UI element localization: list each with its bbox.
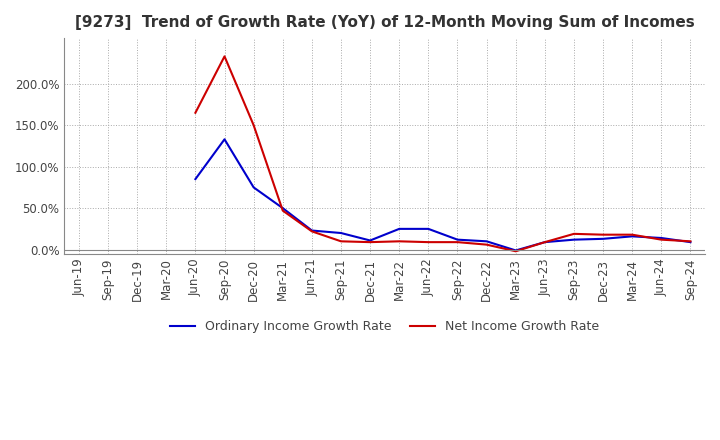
Ordinary Income Growth Rate — [628, 234, 636, 239]
Net Income Growth Rate — [395, 238, 404, 244]
Net Income Growth Rate — [279, 208, 287, 213]
Net Income Growth Rate — [424, 239, 433, 245]
Ordinary Income Growth Rate — [541, 239, 549, 245]
Ordinary Income Growth Rate — [482, 238, 491, 244]
Ordinary Income Growth Rate — [249, 185, 258, 190]
Ordinary Income Growth Rate — [279, 205, 287, 211]
Ordinary Income Growth Rate — [366, 238, 374, 243]
Legend: Ordinary Income Growth Rate, Net Income Growth Rate: Ordinary Income Growth Rate, Net Income … — [165, 315, 604, 338]
Ordinary Income Growth Rate — [570, 237, 578, 242]
Net Income Growth Rate — [307, 229, 316, 234]
Net Income Growth Rate — [541, 239, 549, 245]
Net Income Growth Rate — [511, 249, 520, 254]
Ordinary Income Growth Rate — [686, 239, 695, 245]
Net Income Growth Rate — [570, 231, 578, 236]
Net Income Growth Rate — [337, 238, 346, 244]
Ordinary Income Growth Rate — [657, 235, 666, 241]
Ordinary Income Growth Rate — [191, 176, 199, 182]
Ordinary Income Growth Rate — [511, 248, 520, 253]
Line: Net Income Growth Rate: Net Income Growth Rate — [195, 56, 690, 251]
Net Income Growth Rate — [482, 242, 491, 247]
Net Income Growth Rate — [453, 239, 462, 245]
Net Income Growth Rate — [366, 239, 374, 245]
Net Income Growth Rate — [249, 123, 258, 128]
Ordinary Income Growth Rate — [307, 228, 316, 233]
Net Income Growth Rate — [220, 54, 229, 59]
Ordinary Income Growth Rate — [337, 231, 346, 236]
Ordinary Income Growth Rate — [453, 237, 462, 242]
Net Income Growth Rate — [657, 237, 666, 242]
Ordinary Income Growth Rate — [599, 236, 608, 242]
Net Income Growth Rate — [628, 232, 636, 237]
Net Income Growth Rate — [191, 110, 199, 115]
Net Income Growth Rate — [686, 238, 695, 244]
Ordinary Income Growth Rate — [220, 137, 229, 142]
Ordinary Income Growth Rate — [424, 226, 433, 231]
Title: [9273]  Trend of Growth Rate (YoY) of 12-Month Moving Sum of Incomes: [9273] Trend of Growth Rate (YoY) of 12-… — [75, 15, 695, 30]
Line: Ordinary Income Growth Rate: Ordinary Income Growth Rate — [195, 139, 690, 250]
Ordinary Income Growth Rate — [395, 226, 404, 231]
Net Income Growth Rate — [599, 232, 608, 237]
